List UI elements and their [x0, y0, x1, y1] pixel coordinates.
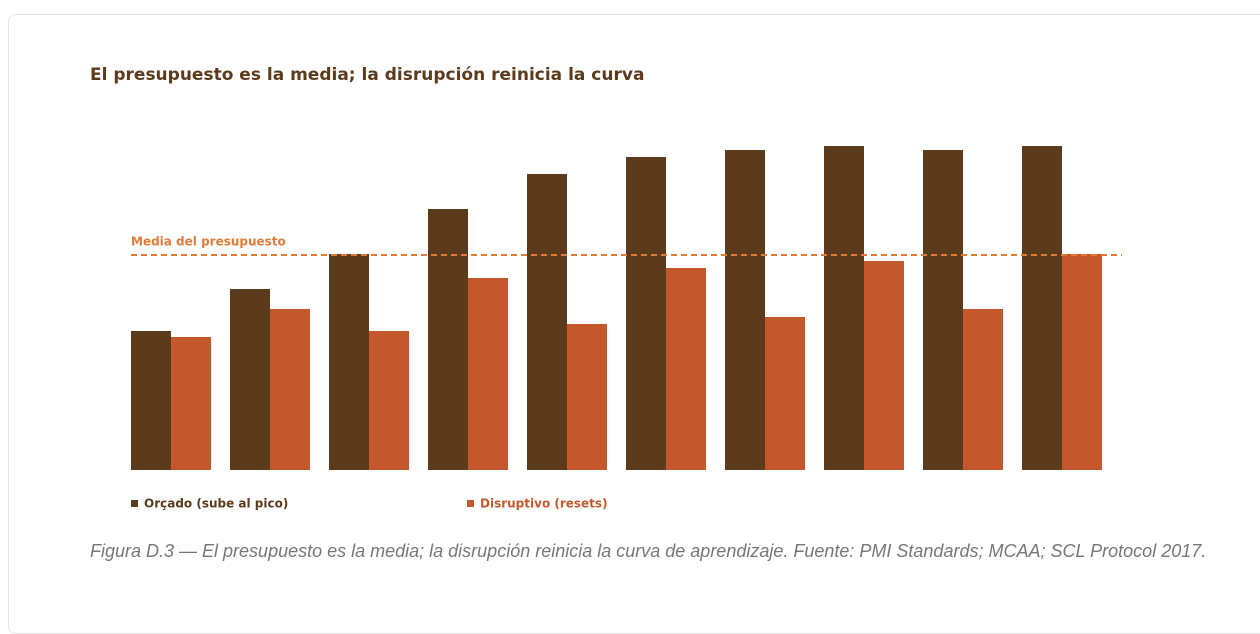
legend-marker	[131, 500, 138, 507]
bar	[1022, 146, 1062, 470]
bar	[329, 254, 369, 470]
bar	[725, 150, 765, 470]
bar	[428, 209, 468, 470]
bar	[765, 317, 805, 470]
bar	[1062, 254, 1102, 470]
bar	[864, 261, 904, 470]
bar	[230, 289, 270, 470]
bar	[666, 268, 706, 470]
bar	[131, 331, 171, 470]
bar	[270, 309, 310, 470]
bar	[567, 324, 607, 470]
legend-label: Disruptivo (resets)	[480, 497, 608, 511]
reference-label: Media del presupuesto	[131, 235, 286, 249]
bar	[369, 331, 409, 470]
bar	[626, 157, 666, 470]
legend-marker	[467, 500, 474, 507]
bar	[468, 278, 508, 470]
caption: Figura D.3 — El presupuesto es la media;…	[90, 541, 1207, 561]
bar	[963, 309, 1003, 470]
bar	[923, 150, 963, 470]
legend-label: Orçado (sube al pico)	[144, 497, 288, 511]
chart-title: El presupuesto es la media; la disrupció…	[90, 65, 644, 85]
bar	[824, 146, 864, 470]
bar	[171, 337, 211, 470]
bar	[527, 174, 567, 470]
